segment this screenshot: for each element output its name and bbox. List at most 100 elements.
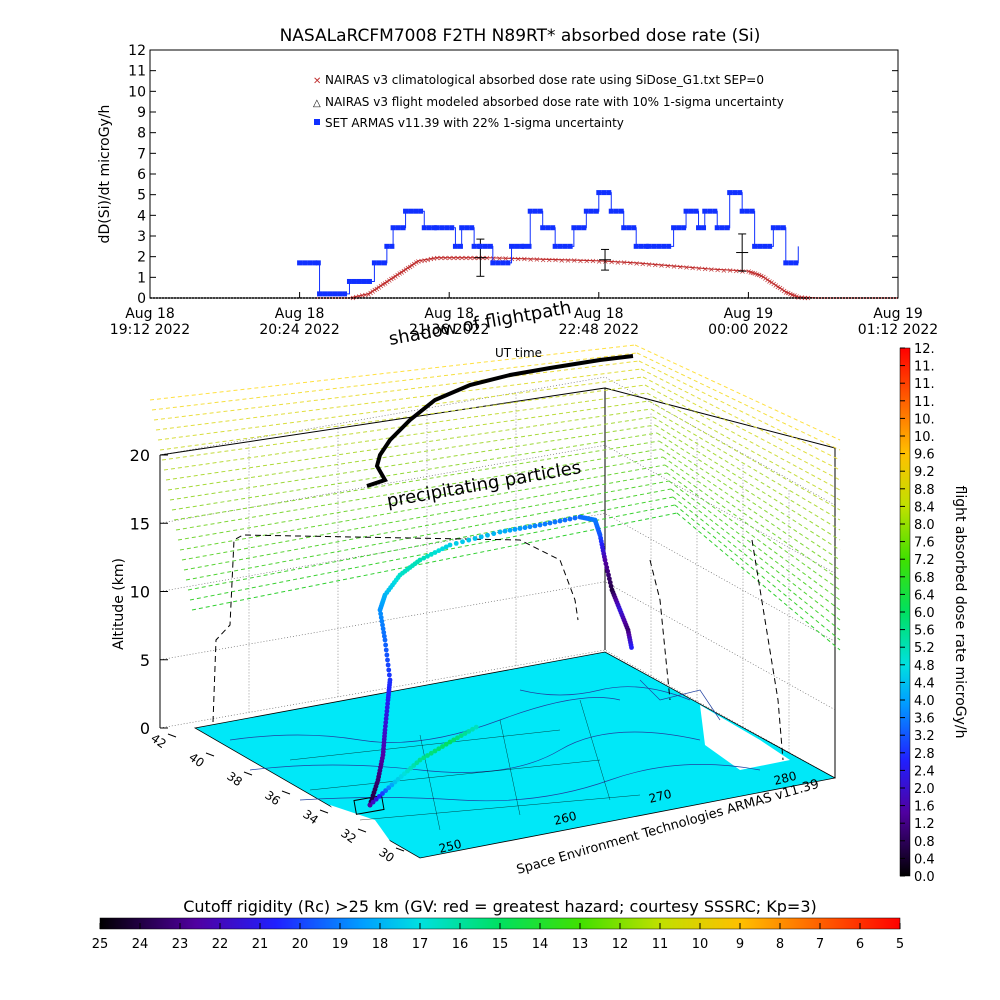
- armas-marker: [780, 225, 786, 231]
- clim-marker: ×: [371, 286, 378, 295]
- flight-dose-point: [458, 733, 464, 739]
- map-land-detail: [700, 705, 790, 770]
- z-tick-label: 15: [130, 514, 150, 533]
- z-axis-label: Altitude (km): [111, 558, 127, 650]
- clim-marker: ×: [558, 256, 565, 265]
- armas-marker: [562, 243, 568, 249]
- x-tick-label: 22:48 2022: [559, 322, 639, 338]
- z-gridline: [159, 513, 836, 642]
- colorbar-ticks: 0.0 0.4 0.8 1.2 1.6 2.0 2.4 2.8 3.2 3.6 4.0 4.4 4.8 5…: [900, 342, 935, 885]
- shadow-line: [638, 360, 841, 461]
- shadow-plane: [149, 344, 841, 651]
- armas-marker: [608, 208, 614, 214]
- armas-marker: [633, 243, 639, 249]
- clim-marker: ×: [546, 255, 553, 264]
- armas-marker: [681, 225, 687, 231]
- y-tick-label: 3: [137, 229, 146, 245]
- flight-dose-point: [417, 757, 423, 763]
- flight-dose-point: [604, 565, 610, 570]
- shadow-line: [666, 472, 841, 601]
- armas-marker: [775, 225, 781, 231]
- armas-marker: [550, 225, 556, 231]
- lat-tick-label: 40: [186, 750, 207, 770]
- longitude-axis: 250 260 270 280: [437, 769, 798, 856]
- clim-marker: ×: [750, 269, 757, 278]
- clim-marker: ×: [428, 255, 435, 264]
- shadow-line: [650, 408, 841, 521]
- shadow-line: [167, 416, 654, 491]
- rigidity-tick-label: 8: [776, 937, 784, 952]
- clim-marker: ×: [727, 266, 734, 275]
- armas-marker: [749, 208, 755, 214]
- armas-marker: [505, 260, 511, 266]
- colorbar-tick-label: 8.0: [914, 518, 935, 533]
- clim-marker: ×: [407, 262, 414, 271]
- colorbar-tick-label: 3.2: [914, 729, 935, 744]
- armas-marker: [671, 225, 677, 231]
- armas-marker: [337, 291, 343, 297]
- armas-marker: [712, 208, 718, 214]
- flight-dose-point: [370, 799, 376, 805]
- flight-dose-point: [440, 744, 445, 749]
- rigidity-tick-label: 25: [92, 937, 109, 952]
- armas-marker: [666, 243, 672, 249]
- colorbar-tick-label: 2.8: [914, 747, 935, 762]
- flight-dose-point: [603, 561, 609, 567]
- map-floor: [193, 651, 837, 859]
- flight-dose-point: [386, 667, 392, 673]
- y-axis-label: dD(Si)/dt microGy/h: [97, 105, 113, 244]
- clim-marker: ×: [677, 262, 684, 271]
- clim-marker: ×: [779, 285, 786, 294]
- clim-marker: ×: [396, 269, 403, 278]
- clim-marker: ×: [596, 257, 603, 266]
- rigidity-tick-label: 7: [816, 937, 824, 952]
- lat-tick-label: 38: [224, 769, 245, 789]
- flight-dose-point: [455, 735, 460, 741]
- armas-marker: [514, 243, 520, 249]
- flight-dose-point: [383, 716, 389, 722]
- flight-dose-point: [552, 519, 558, 525]
- armas-marker: [356, 278, 362, 284]
- clim-marker: ×: [405, 264, 412, 273]
- x-tick-label: Aug 18: [424, 306, 474, 322]
- shadow-line: [658, 440, 841, 561]
- clim-marker: ×: [756, 271, 763, 280]
- armas-marker: [315, 260, 321, 266]
- armas-marker: [638, 243, 644, 249]
- shadow-line: [662, 456, 841, 581]
- clim-marker: ×: [450, 254, 457, 263]
- x-tick-label: Aug 18: [125, 306, 175, 322]
- dose-colorbar: 0.0 0.4 0.8 1.2 1.6 2.0 2.4 2.8 3.2 3.6 4.0 4.4 4.8 5…: [899, 342, 968, 885]
- shadow-line: [642, 376, 841, 481]
- shadow-line: [644, 384, 841, 491]
- flight-dose-point: [378, 611, 384, 617]
- y-tick-label: 8: [137, 126, 146, 142]
- clim-marker: ×: [671, 262, 678, 271]
- clim-marker: ×: [502, 254, 509, 263]
- armas-marker: [297, 260, 303, 266]
- colorbar-tick-label: 0.0: [914, 870, 935, 885]
- lon-tick-label: 280: [772, 769, 798, 788]
- shadow-line: [181, 472, 668, 561]
- flight-dose-point: [522, 525, 528, 531]
- armas-marker: [593, 208, 599, 214]
- armas-marker: [651, 243, 657, 249]
- clim-marker: ×: [683, 263, 690, 272]
- colorbar-label: flight absorbed dose rate microGy/h: [952, 486, 968, 739]
- shadow-line: [183, 480, 670, 571]
- clim-marker: ×: [409, 261, 416, 270]
- armas-marker: [752, 243, 758, 249]
- armas-marker: [545, 225, 551, 231]
- armas-marker: [426, 225, 432, 231]
- flight-dose-point: [562, 517, 568, 523]
- z-tick-label: 20: [130, 446, 150, 465]
- series-line-clim: [315, 257, 898, 299]
- x-tick-label: 00:00 2022: [708, 322, 788, 338]
- clim-marker: ×: [446, 254, 453, 263]
- flight-dose-point: [517, 526, 523, 531]
- armas-marker: [693, 208, 699, 214]
- flight-dose-point: [384, 712, 389, 718]
- flight-dose-point: [557, 518, 563, 524]
- flight-dose-point: [378, 615, 384, 620]
